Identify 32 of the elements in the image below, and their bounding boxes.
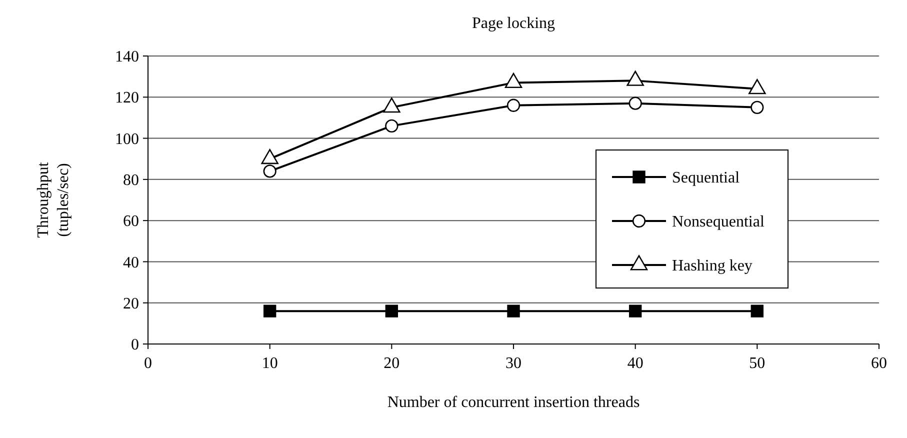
x-tick-label: 0 — [144, 355, 152, 372]
point — [385, 304, 398, 318]
point — [626, 70, 644, 86]
y-tick-label: 80 — [123, 172, 139, 190]
legend-label: Nonsequential — [672, 214, 765, 231]
x-tick-label: 40 — [627, 355, 644, 372]
point — [504, 72, 522, 88]
y-tick-label: 40 — [123, 254, 139, 272]
point — [748, 79, 766, 94]
chart-title: Page locking — [472, 15, 556, 32]
point — [628, 304, 642, 318]
x-tick-label: 20 — [384, 355, 400, 372]
x-tick-label: 60 — [871, 355, 887, 372]
x-tick-label: 30 — [506, 355, 522, 372]
point — [263, 164, 276, 178]
legend-label: Sequential — [672, 170, 740, 187]
y-tick-label: 140 — [115, 48, 139, 66]
point — [507, 304, 520, 318]
point — [750, 304, 764, 318]
y-axis-title: Throughput (tuples/sec) — [35, 162, 72, 238]
y-tick-label: 120 — [115, 90, 139, 107]
point — [383, 98, 400, 113]
x-tick-label: 50 — [749, 355, 766, 372]
y-tick-label: 20 — [123, 295, 139, 312]
x-axis-title: Number of concurrent insertion threads — [387, 394, 640, 411]
legend-label: Hashing key — [672, 258, 752, 275]
y-tick-label: 60 — [123, 213, 139, 230]
point — [261, 149, 278, 164]
y-tick-label: 0 — [131, 336, 139, 354]
y-tick-label: 100 — [115, 130, 139, 148]
x-tick-label: 10 — [262, 355, 278, 372]
point — [263, 304, 276, 318]
